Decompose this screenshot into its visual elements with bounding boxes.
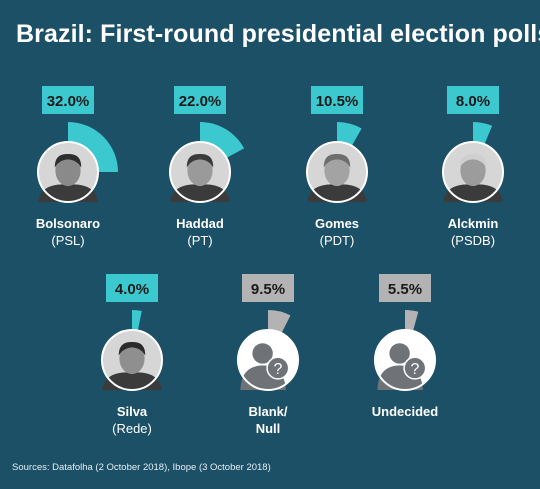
data-label: 8.0% — [456, 93, 490, 110]
value-box — [42, 86, 94, 114]
category-sublabel: Null — [256, 421, 281, 436]
category-name: Haddad — [176, 216, 224, 231]
radial-bar — [337, 122, 362, 146]
category-name: Alckmin — [448, 216, 499, 231]
haddad-photo — [169, 141, 231, 203]
portrait-face — [55, 154, 81, 187]
silva-photo — [101, 329, 163, 391]
portrait-face — [460, 154, 486, 187]
portrait-face — [187, 154, 213, 187]
question-mark: ? — [410, 361, 419, 378]
chart-item-alckmin: 8.0% Alckmin (PSDB) — [442, 86, 504, 248]
category-sublabel: (Rede) — [112, 421, 152, 436]
value-box — [174, 86, 226, 114]
data-label: 9.5% — [251, 281, 285, 298]
question-badge — [403, 356, 427, 380]
radial-bar — [473, 122, 493, 145]
chart-item-bolsonaro: 32.0% Bolsonaro (PSL) — [36, 86, 118, 248]
value-box — [311, 86, 363, 114]
radial-bar — [405, 310, 419, 332]
value-box — [447, 86, 499, 114]
question-badge — [266, 356, 290, 380]
radial-bar — [268, 310, 291, 334]
alckmin-photo — [442, 141, 504, 203]
category-sublabel: (PSDB) — [451, 233, 495, 248]
radial-bar — [68, 122, 118, 172]
chart-item-haddad: 22.0% Haddad (PT) — [169, 86, 245, 248]
data-label: 32.0% — [47, 93, 90, 110]
data-label: 5.5% — [388, 281, 422, 298]
radial-bar — [200, 122, 245, 158]
category-sublabel: (PSL) — [51, 233, 84, 248]
question-person-icon — [237, 329, 299, 391]
gomes-photo — [306, 141, 368, 203]
chart-item-undecided: 5.5%? Undecided — [372, 274, 439, 419]
value-box — [379, 274, 431, 302]
portrait-hair — [186, 153, 214, 168]
question-person-icon — [374, 329, 436, 391]
category-name: Undecided — [372, 404, 439, 419]
value-box — [106, 274, 158, 302]
portrait-hair — [54, 153, 82, 168]
category-name: Blank/ — [248, 404, 287, 419]
chart-item-blank: 9.5%? Blank/Null — [237, 274, 299, 436]
data-label: 4.0% — [115, 281, 149, 298]
chart-item-silva: 4.0% Silva (Rede) — [101, 274, 163, 436]
category-name: Silva — [117, 404, 148, 419]
question-mark: ? — [273, 361, 282, 378]
portrait-hair — [459, 153, 487, 168]
category-sublabel: (PT) — [187, 233, 212, 248]
category-sublabel: (PDT) — [320, 233, 355, 248]
source-note: Sources: Datafolha (2 October 2018), Ibo… — [12, 462, 271, 473]
bolsonaro-photo — [37, 141, 99, 203]
value-box — [242, 274, 294, 302]
silhouette-head — [389, 343, 410, 364]
silhouette-head — [252, 343, 273, 364]
portrait-hair — [323, 153, 351, 168]
data-label: 10.5% — [316, 93, 359, 110]
category-name: Gomes — [315, 216, 359, 231]
chart-item-gomes: 10.5% Gomes (PDT) — [306, 86, 368, 248]
portrait-hair — [118, 341, 146, 356]
portrait-face — [119, 342, 145, 375]
radial-bar — [132, 310, 142, 331]
portrait-face — [324, 154, 350, 187]
data-label: 22.0% — [179, 93, 222, 110]
category-name: Bolsonaro — [36, 216, 100, 231]
chart-title: Brazil: First-round presidential electio… — [16, 20, 540, 48]
